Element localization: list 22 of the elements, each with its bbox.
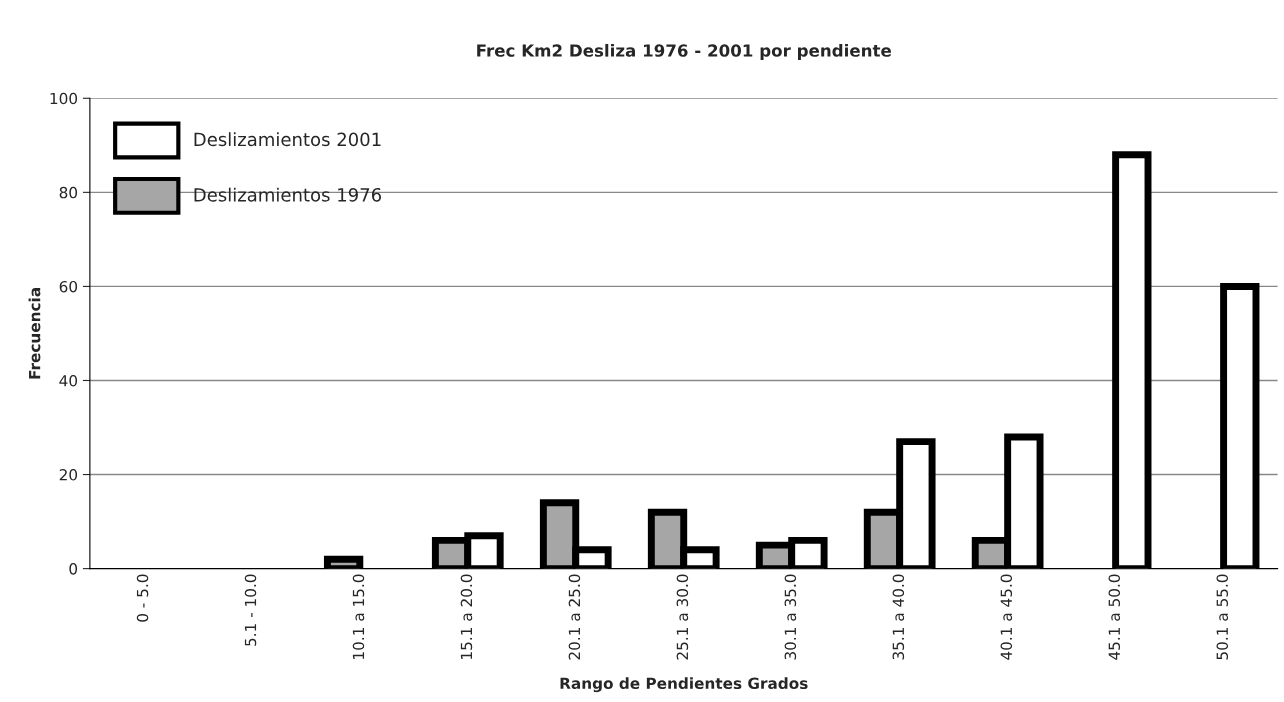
chart-title: Frec Km2 Desliza 1976 - 2001 por pendiente (477, 43, 891, 61)
y-tick-label: 60 (59, 280, 78, 293)
y-tick-label: 40 (59, 374, 78, 387)
x-tick-label: 10.1 a 15.0 (352, 574, 365, 659)
legend-label: Deslizamientos 1976 (194, 187, 382, 202)
y-axis-title: Frecuencia (28, 288, 41, 379)
x-tick-label: 30.1 a 35.0 (784, 574, 797, 660)
y-tick-label: 20 (59, 469, 78, 481)
legend-label: Deslizamientos 2001 (194, 132, 381, 147)
x-tick-label: 50.1 a 55.0 (1216, 574, 1229, 660)
x-tick-label: 45.1 a 50.0 (1108, 574, 1121, 660)
x-tick-label: 5.1 - 10.0 (244, 574, 257, 646)
x-tick-label: 20.1 a 25.0 (568, 574, 581, 660)
y-tick-label: 80 (59, 186, 78, 199)
x-tick-label: 0 - 5.0 (136, 574, 149, 622)
x-axis-title: Rango de Pendientes Grados (560, 677, 808, 693)
y-tick-label: 0 (69, 563, 78, 575)
x-tick-label: 40.1 a 45.0 (1000, 574, 1013, 660)
x-tick-label: 25.1 a 30.0 (676, 574, 689, 660)
x-tick-label: 35.1 a 40.0 (892, 574, 905, 660)
y-tick-label: 100 (50, 92, 78, 105)
x-tick-label: 15.1 a 20.0 (460, 574, 473, 659)
